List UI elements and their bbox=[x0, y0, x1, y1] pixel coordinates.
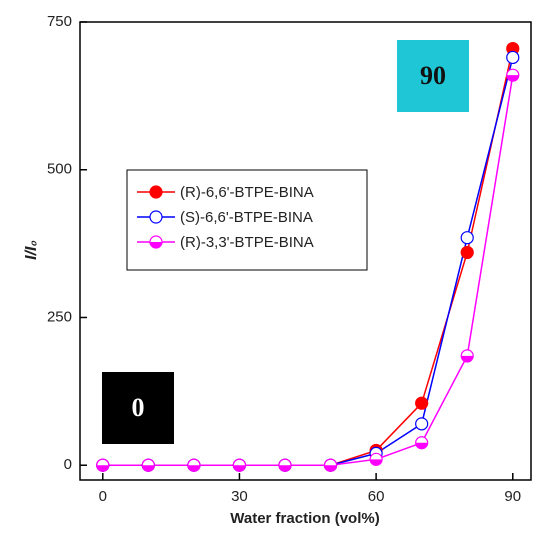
marker-half bbox=[506, 75, 519, 82]
marker-ring bbox=[278, 458, 292, 472]
y-tick-label: 750 bbox=[47, 13, 72, 30]
marker-dot bbox=[149, 185, 163, 199]
marker-ring bbox=[369, 452, 383, 466]
marker bbox=[232, 458, 247, 472]
y-tick-label: 0 bbox=[64, 456, 72, 473]
marker-dot bbox=[460, 231, 474, 245]
y-tick-label: 500 bbox=[47, 161, 72, 178]
marker-ring bbox=[141, 458, 155, 472]
y-axis-label: I/I₀ bbox=[23, 240, 40, 260]
marker bbox=[187, 458, 201, 472]
x-tick-label: 0 bbox=[99, 488, 107, 505]
marker-half bbox=[279, 465, 291, 472]
marker bbox=[460, 231, 474, 245]
inset-label: 0 bbox=[132, 393, 145, 422]
inset-image bbox=[102, 372, 174, 444]
inset-label: 90 bbox=[420, 61, 446, 90]
marker-half bbox=[324, 465, 337, 472]
marker-half bbox=[142, 465, 155, 472]
marker-ring bbox=[460, 349, 474, 363]
marker bbox=[323, 458, 338, 472]
marker-ring bbox=[232, 458, 247, 472]
marker-ring bbox=[415, 436, 429, 450]
plot-frame bbox=[79, 21, 532, 481]
x-tick-label: 30 bbox=[231, 488, 248, 505]
marker-dot bbox=[149, 210, 163, 224]
legend-marker bbox=[149, 235, 163, 249]
x-tick-label: 90 bbox=[504, 488, 521, 505]
marker-half bbox=[415, 442, 428, 449]
marker-half bbox=[187, 465, 200, 472]
marker bbox=[369, 452, 383, 466]
legend-label: (R)-6,6'-BTPE-BINA bbox=[180, 184, 314, 201]
marker bbox=[278, 458, 292, 472]
marker bbox=[96, 458, 110, 472]
marker bbox=[415, 396, 429, 410]
marker bbox=[506, 68, 520, 82]
marker bbox=[460, 245, 474, 260]
marker-ring bbox=[323, 458, 338, 472]
marker-ring bbox=[149, 235, 163, 249]
legend-label: (R)-3,3'-BTPE-BINA bbox=[180, 234, 314, 251]
marker bbox=[506, 50, 520, 65]
marker-half bbox=[150, 242, 162, 248]
marker-ring bbox=[506, 68, 520, 82]
marker-half bbox=[370, 459, 383, 466]
marker-ring bbox=[96, 458, 110, 472]
marker-half bbox=[233, 465, 246, 472]
y-tick-label: 250 bbox=[47, 308, 72, 325]
marker-half bbox=[96, 465, 109, 472]
marker-ring bbox=[187, 458, 201, 472]
marker bbox=[460, 349, 474, 363]
marker-dot bbox=[415, 396, 429, 410]
marker-dot bbox=[460, 245, 474, 260]
x-tick-label: 60 bbox=[368, 488, 385, 505]
marker bbox=[141, 458, 155, 472]
legend-marker bbox=[149, 210, 163, 224]
marker-half bbox=[461, 355, 474, 362]
legend-marker bbox=[149, 185, 163, 199]
legend-box bbox=[126, 169, 368, 271]
x-axis-label: Water fraction (vol%) bbox=[230, 510, 379, 527]
inset-image bbox=[397, 40, 469, 112]
marker-dot bbox=[506, 50, 520, 65]
marker bbox=[415, 436, 429, 450]
marker-dot bbox=[415, 417, 429, 431]
marker bbox=[415, 417, 429, 431]
legend-label: (S)-6,6'-BTPE-BINA bbox=[180, 209, 313, 226]
series-line bbox=[102, 75, 514, 466]
